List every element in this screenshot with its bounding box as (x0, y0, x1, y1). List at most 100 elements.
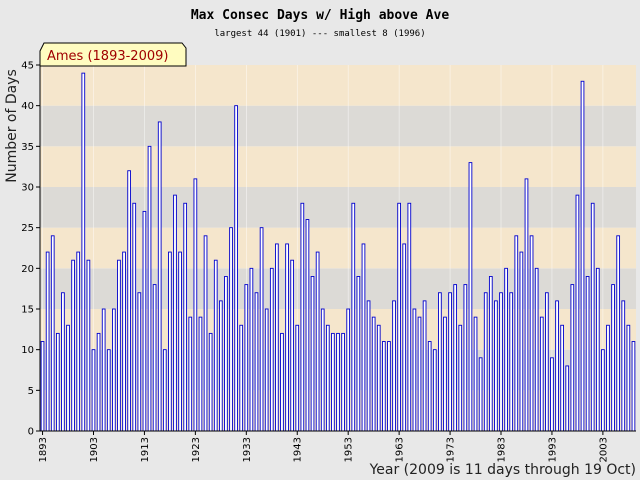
bar (341, 332, 345, 432)
x-tick-label: 1903 (89, 437, 100, 462)
bar (61, 292, 65, 432)
axes-group (39, 65, 636, 432)
chart-subtitle: largest 44 (1901) --- smallest 8 (1996) (214, 29, 425, 39)
bar (422, 300, 427, 432)
bar (539, 316, 544, 432)
x-tick-label: 1933 (242, 437, 253, 462)
bar (244, 284, 249, 432)
legend-label: Ames (1893-2009) (47, 49, 168, 64)
y-tick-label: 30 (21, 183, 34, 194)
bar (137, 292, 142, 432)
x-tick-label: 1973 (446, 437, 457, 462)
bar (295, 324, 300, 432)
bar (55, 332, 60, 432)
x-tick-label: 1893 (38, 437, 49, 462)
bar (218, 300, 223, 432)
x-tick-label: 1993 (547, 437, 558, 462)
bar (392, 300, 396, 432)
bar (478, 357, 483, 432)
bar (381, 341, 386, 432)
chart-title: Max Consec Days w/ High above Ave (191, 8, 449, 23)
bar (387, 341, 391, 432)
bar (224, 276, 228, 432)
bar (239, 324, 244, 432)
bar (213, 259, 218, 432)
bar (40, 341, 45, 432)
bar (453, 284, 458, 432)
bar (45, 251, 50, 432)
bar (371, 316, 376, 432)
bar (325, 324, 330, 432)
bar (606, 324, 610, 432)
y-tick-label: 40 (21, 101, 34, 112)
bar (198, 316, 203, 432)
bar (320, 308, 325, 432)
bar (122, 251, 126, 432)
bar (545, 292, 549, 432)
bar (346, 308, 351, 432)
legend: Ames (1893-2009) (39, 42, 187, 67)
bar (550, 357, 554, 432)
bar (203, 235, 208, 432)
bar (305, 219, 310, 432)
bar (463, 284, 468, 432)
bar (275, 243, 279, 432)
bar (71, 259, 75, 432)
x-tick-label: 1963 (395, 437, 406, 462)
bar (162, 349, 167, 432)
bar (601, 349, 605, 432)
bar (157, 121, 162, 432)
bar (254, 292, 259, 432)
y-tick-label: 10 (21, 345, 34, 356)
bar (101, 308, 106, 432)
bar (580, 80, 585, 432)
bar (488, 276, 493, 432)
x-tick-label: 1923 (191, 437, 202, 462)
bar (132, 202, 137, 432)
bar (499, 292, 503, 432)
background-band (40, 146, 636, 187)
bar (529, 235, 534, 432)
y-tick-label: 45 (21, 61, 34, 72)
bar (81, 72, 86, 432)
bar (590, 202, 595, 432)
bar (611, 284, 615, 432)
background-band (40, 227, 636, 269)
background-band (40, 65, 636, 106)
bar (249, 267, 254, 432)
bar (208, 332, 213, 432)
bar (575, 194, 580, 432)
bar (585, 276, 590, 432)
bar (142, 210, 147, 432)
bar (427, 341, 432, 432)
bar (361, 243, 366, 432)
bar (315, 251, 320, 432)
bar (504, 267, 508, 432)
background-band (40, 187, 636, 228)
y-tick-label: 25 (21, 223, 34, 234)
x-axis-label: Year (2009 is 11 days through 19 Oct) (369, 462, 636, 478)
bar (631, 341, 636, 432)
bar (483, 292, 488, 432)
bar (397, 202, 401, 432)
bar (183, 202, 188, 432)
y-tick-label: 15 (21, 305, 34, 316)
legend-box (39, 42, 187, 67)
bar (280, 332, 284, 432)
x-tick-label: 1983 (497, 437, 508, 462)
bar (376, 324, 381, 432)
bar (106, 349, 111, 432)
bar (188, 316, 193, 432)
y-tick-label: 20 (21, 264, 34, 275)
bar (310, 276, 315, 432)
bar (234, 105, 238, 432)
bar (524, 178, 529, 432)
bar (473, 316, 478, 432)
bar (560, 324, 564, 432)
bar (96, 332, 101, 432)
bar (356, 276, 361, 432)
bar (173, 194, 177, 432)
bar (178, 251, 182, 432)
